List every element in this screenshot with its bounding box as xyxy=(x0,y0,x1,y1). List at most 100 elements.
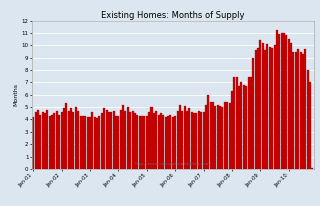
Bar xyxy=(271,48,273,169)
Bar xyxy=(120,110,122,169)
Bar xyxy=(243,85,245,169)
Bar xyxy=(224,102,226,169)
Bar xyxy=(217,105,219,169)
Bar xyxy=(188,108,190,169)
Bar xyxy=(139,116,141,169)
Bar xyxy=(148,112,150,169)
Bar xyxy=(236,77,238,169)
Bar xyxy=(51,115,53,169)
Bar xyxy=(56,111,58,169)
Bar xyxy=(113,111,115,169)
Bar xyxy=(143,116,145,169)
Bar xyxy=(281,33,283,169)
Bar xyxy=(162,115,164,169)
Bar xyxy=(37,110,39,169)
Bar xyxy=(155,111,157,169)
Bar xyxy=(179,105,181,169)
Bar xyxy=(264,50,266,169)
Bar xyxy=(65,103,67,169)
Bar xyxy=(77,111,79,169)
Bar xyxy=(219,106,221,169)
Bar xyxy=(165,117,167,169)
Bar xyxy=(257,48,259,169)
Bar xyxy=(87,117,89,169)
Bar xyxy=(124,111,126,169)
Bar xyxy=(283,33,285,169)
Bar xyxy=(233,77,235,169)
Bar xyxy=(32,117,34,169)
Bar xyxy=(160,113,162,169)
Bar xyxy=(184,106,186,169)
Bar xyxy=(193,113,195,169)
Bar xyxy=(274,45,276,169)
Bar xyxy=(307,70,309,169)
Bar xyxy=(129,112,131,169)
Bar xyxy=(169,115,172,169)
Bar xyxy=(89,117,91,169)
Bar xyxy=(122,105,124,169)
Y-axis label: Months: Months xyxy=(14,83,19,106)
Bar xyxy=(207,95,209,169)
Bar xyxy=(210,102,212,169)
Bar xyxy=(212,102,214,169)
Text: http://www.calculatedriskblog.com/: http://www.calculatedriskblog.com/ xyxy=(134,162,212,166)
Bar xyxy=(106,110,108,169)
Bar xyxy=(174,116,176,169)
Bar xyxy=(259,40,261,169)
Bar xyxy=(132,111,133,169)
Bar xyxy=(35,112,36,169)
Bar xyxy=(70,108,72,169)
Bar xyxy=(311,168,313,169)
Bar xyxy=(150,107,153,169)
Bar xyxy=(200,112,202,169)
Bar xyxy=(136,115,138,169)
Bar xyxy=(278,34,280,169)
Bar xyxy=(72,112,75,169)
Bar xyxy=(49,116,51,169)
Bar xyxy=(63,108,65,169)
Bar xyxy=(94,117,96,169)
Bar xyxy=(292,52,294,169)
Bar xyxy=(42,112,44,169)
Bar xyxy=(46,110,48,169)
Bar xyxy=(44,113,46,169)
Bar xyxy=(240,82,243,169)
Bar xyxy=(141,116,143,169)
Bar xyxy=(53,113,55,169)
Bar xyxy=(79,116,82,169)
Bar xyxy=(191,112,193,169)
Bar xyxy=(186,111,188,169)
Bar xyxy=(203,112,204,169)
Bar xyxy=(60,112,63,169)
Bar xyxy=(134,113,136,169)
Bar xyxy=(238,86,240,169)
Bar xyxy=(198,111,200,169)
Bar xyxy=(245,86,247,169)
Bar xyxy=(167,116,169,169)
Bar xyxy=(288,39,290,169)
Bar xyxy=(91,112,93,169)
Bar xyxy=(247,77,250,169)
Bar xyxy=(252,58,254,169)
Bar xyxy=(285,35,287,169)
Bar xyxy=(205,105,207,169)
Bar xyxy=(103,108,105,169)
Bar xyxy=(300,52,301,169)
Bar xyxy=(290,43,292,169)
Bar xyxy=(177,111,179,169)
Bar xyxy=(84,116,86,169)
Bar xyxy=(153,113,155,169)
Bar xyxy=(157,115,160,169)
Bar xyxy=(82,116,84,169)
Bar xyxy=(68,111,70,169)
Bar xyxy=(214,106,216,169)
Bar xyxy=(108,112,110,169)
Bar xyxy=(127,107,129,169)
Bar xyxy=(226,102,228,169)
Bar xyxy=(101,113,103,169)
Bar xyxy=(297,49,299,169)
Bar xyxy=(255,50,257,169)
Bar xyxy=(115,116,117,169)
Bar xyxy=(302,54,304,169)
Bar xyxy=(75,107,77,169)
